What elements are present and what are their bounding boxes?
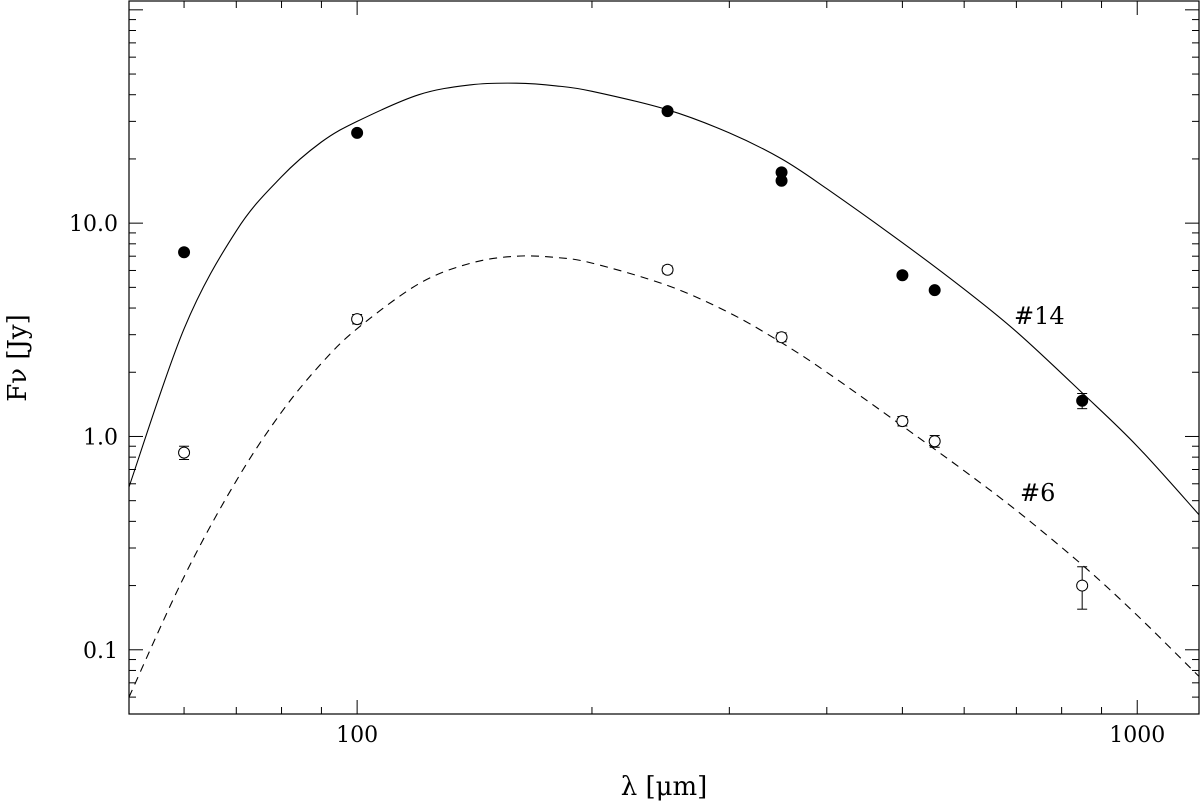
x-tick-label: 100 <box>336 723 378 748</box>
y-tick-label: 10.0 <box>69 212 118 237</box>
data-point-series-1 <box>1076 579 1089 592</box>
data-point-series-0 <box>896 269 909 282</box>
data-point-series-0 <box>928 284 941 297</box>
data-points <box>178 105 1089 610</box>
data-point-series-0 <box>775 174 788 187</box>
tick-labels: 100 1000 0.1 1.0 10.0 <box>69 212 1165 748</box>
model-curve-series-1 <box>128 255 1200 698</box>
data-point-series-0 <box>351 126 364 139</box>
y-axis-label: Fν [Jy] <box>3 314 33 402</box>
plot-frame <box>128 0 1200 715</box>
axis-ticks <box>129 1 1199 715</box>
data-point-series-1 <box>896 415 909 428</box>
series-label-14: #14 <box>1014 302 1065 330</box>
y-tick-label: 0.1 <box>83 639 118 664</box>
data-point-series-1 <box>351 313 364 326</box>
data-point-series-1 <box>775 331 788 344</box>
data-point-series-0 <box>178 246 191 259</box>
data-point-series-0 <box>1076 394 1089 407</box>
data-point-series-0 <box>661 105 674 118</box>
data-point-series-1 <box>661 263 674 276</box>
model-curve-series-0 <box>128 82 1200 516</box>
x-tick-label: 1000 <box>1109 723 1165 748</box>
data-point-series-1 <box>178 446 191 459</box>
model-curves <box>128 82 1200 698</box>
y-tick-label: 1.0 <box>83 425 118 450</box>
series-label-6: #6 <box>1020 479 1055 507</box>
data-point-series-1 <box>928 435 941 448</box>
x-axis-label: λ [μm] <box>621 772 708 802</box>
